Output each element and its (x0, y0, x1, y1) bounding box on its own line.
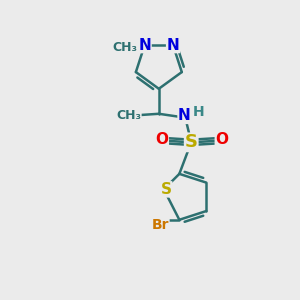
Text: H: H (193, 105, 204, 119)
Text: O: O (155, 132, 168, 147)
Text: CH₃: CH₃ (116, 109, 141, 122)
Text: N: N (178, 108, 191, 123)
Text: CH₃: CH₃ (112, 41, 137, 54)
Text: S: S (185, 133, 198, 151)
Text: Br: Br (152, 218, 169, 232)
Text: N: N (167, 38, 179, 52)
Text: O: O (215, 132, 228, 147)
Text: N: N (138, 38, 151, 52)
Text: S: S (161, 182, 172, 197)
